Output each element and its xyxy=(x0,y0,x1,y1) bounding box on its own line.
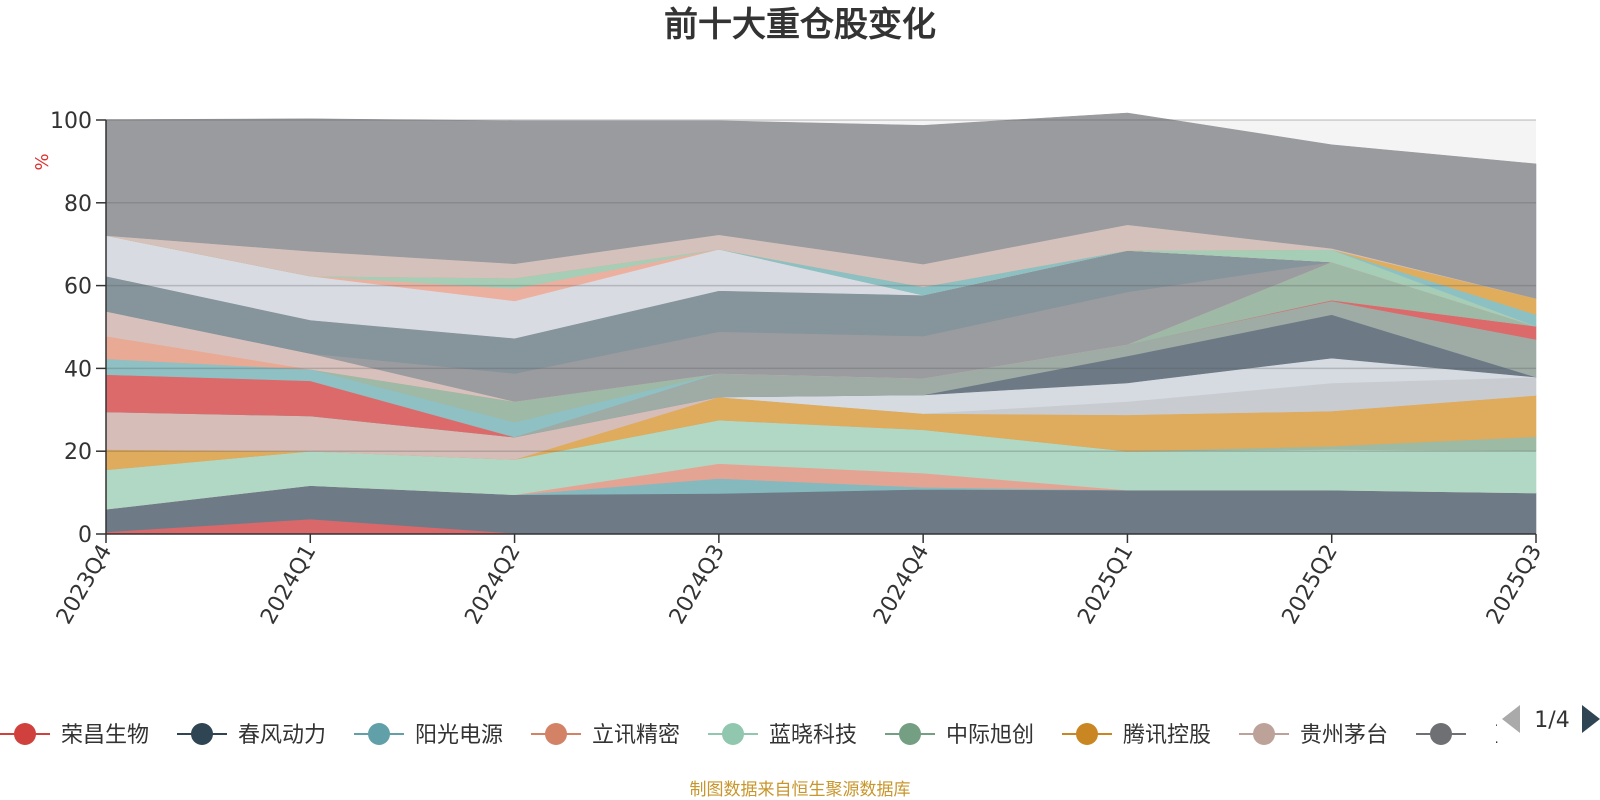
y-tick-label: 80 xyxy=(64,192,92,217)
legend-item[interactable]: 腾讯控股 xyxy=(1062,723,1211,748)
x-tick-label: 2025Q3 xyxy=(1482,541,1547,629)
x-tick-label: 2025Q1 xyxy=(1073,541,1138,629)
legend-page-indicator: 1/4 xyxy=(1534,708,1569,733)
legend-label: 春风动力 xyxy=(238,723,326,748)
y-tick-label: 0 xyxy=(78,523,92,548)
legend-label: 中际旭创 xyxy=(946,723,1034,748)
data-source-note: 制图数据来自恒生聚源数据库 xyxy=(690,780,911,800)
x-tick-label: 2025Q2 xyxy=(1278,541,1343,629)
x-tick-label: 2023Q4 xyxy=(52,541,117,629)
legend-label: 立讯精密 xyxy=(592,723,680,748)
y-tick-label: 100 xyxy=(50,109,92,134)
legend-label: 蓝晓科技 xyxy=(769,723,857,748)
y-axis: 0 20 40 60 80 100 xyxy=(50,109,107,548)
legend-item[interactable]: 蓝晓科技 xyxy=(708,723,857,748)
legend: 荣昌生物春风动力阳光电源立讯精密蓝晓科技中际旭创腾讯控股贵州茅台巨 xyxy=(0,714,1499,754)
legend-circle-marker xyxy=(1253,723,1275,745)
legend-label: 腾讯控股 xyxy=(1123,723,1211,748)
x-tick-label: 2024Q3 xyxy=(665,541,730,629)
legend-circle-marker xyxy=(191,723,213,745)
y-axis-unit: % xyxy=(32,153,53,170)
y-tick-label: 20 xyxy=(64,440,92,465)
area-series-26[interactable] xyxy=(105,112,1537,299)
legend-circle-marker xyxy=(1076,723,1098,745)
legend-item[interactable]: 中际旭创 xyxy=(885,723,1034,748)
x-tick-label: 2024Q2 xyxy=(460,541,525,629)
legend-label: 贵州茅台 xyxy=(1300,723,1388,748)
legend-circle-marker xyxy=(14,723,36,745)
area-series-group xyxy=(105,112,1537,535)
legend-label: 阳光电源 xyxy=(415,723,503,748)
legend-prev-icon[interactable] xyxy=(1502,705,1520,733)
legend-item[interactable]: 荣昌生物 xyxy=(0,723,149,748)
x-tick-label: 2024Q1 xyxy=(256,541,321,629)
legend-clip xyxy=(1476,714,1496,754)
legend-label: 荣昌生物 xyxy=(61,723,149,748)
y-tick-label: 60 xyxy=(64,275,92,300)
x-axis: 2023Q4 2024Q1 2024Q2 2024Q3 2024Q4 2025Q1 2025… xyxy=(52,533,1547,629)
legend-circle-marker xyxy=(545,723,567,745)
grid-lines xyxy=(106,119,1536,452)
legend-next-icon[interactable] xyxy=(1582,705,1600,733)
y-tick-label: 40 xyxy=(64,357,92,382)
legend-item[interactable]: 阳光电源 xyxy=(354,723,503,748)
legend-pager: 1/4 xyxy=(1502,705,1600,733)
legend-circle-marker xyxy=(899,723,921,745)
legend-circle-marker xyxy=(368,723,390,745)
legend-item[interactable]: 春风动力 xyxy=(177,723,326,748)
legend-circle-marker xyxy=(722,723,744,745)
chart-title: 前十大重仓股变化 xyxy=(664,5,936,45)
legend-item[interactable]: 立讯精密 xyxy=(531,723,680,748)
legend-circle-marker xyxy=(1430,723,1452,745)
legend-item[interactable]: 贵州茅台 xyxy=(1239,723,1388,748)
x-tick-label: 2024Q4 xyxy=(869,541,934,629)
